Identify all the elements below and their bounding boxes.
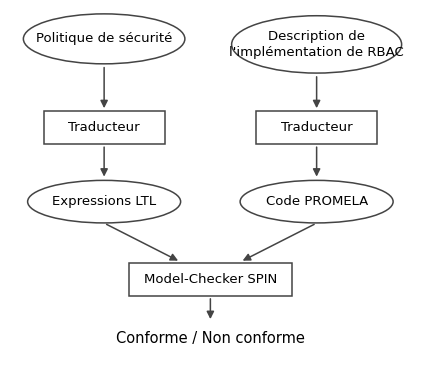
- Text: Conforme / Non conforme: Conforme / Non conforme: [116, 331, 305, 346]
- Ellipse shape: [240, 180, 393, 223]
- Text: Description de
l'implémentation de RBAC: Description de l'implémentation de RBAC: [229, 30, 404, 59]
- FancyBboxPatch shape: [43, 111, 164, 144]
- FancyBboxPatch shape: [256, 111, 377, 144]
- Text: Traducteur: Traducteur: [281, 121, 352, 134]
- Ellipse shape: [28, 180, 181, 223]
- Text: Code PROMELA: Code PROMELA: [266, 195, 368, 208]
- Text: Expressions LTL: Expressions LTL: [52, 195, 156, 208]
- FancyBboxPatch shape: [128, 263, 292, 296]
- Text: Politique de sécurité: Politique de sécurité: [36, 32, 172, 46]
- Text: Model-Checker SPIN: Model-Checker SPIN: [144, 273, 277, 286]
- Text: Traducteur: Traducteur: [68, 121, 140, 134]
- Ellipse shape: [232, 16, 402, 73]
- Ellipse shape: [23, 14, 185, 64]
